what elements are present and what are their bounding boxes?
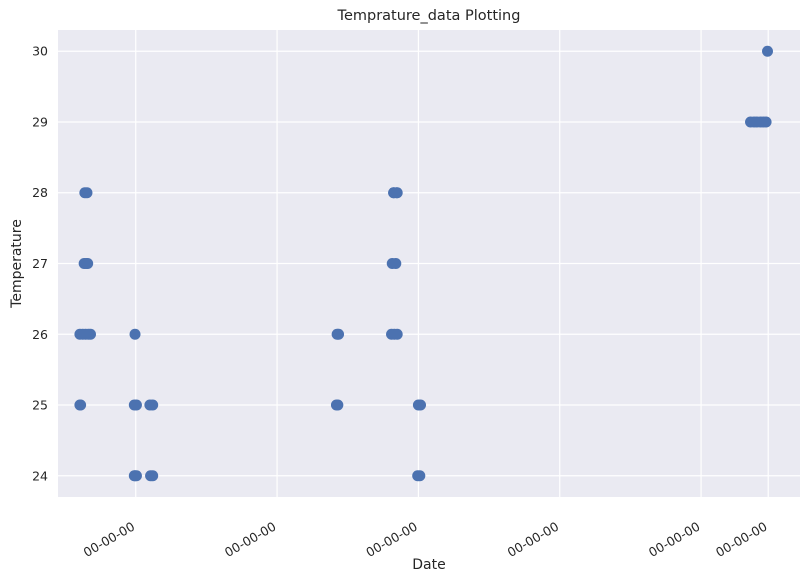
- x-tick-label: 00-00-00: [646, 519, 703, 560]
- y-tick-label: 25: [32, 398, 48, 413]
- y-tick-label: 29: [32, 114, 48, 129]
- x-tick-label: 00-00-00: [713, 519, 770, 560]
- y-tick-label: 26: [32, 327, 48, 342]
- data-point: [332, 399, 344, 411]
- x-tick-label: 00-00-00: [222, 519, 279, 560]
- y-axis-ticks: 24 25 26 27 28 29 30: [32, 44, 48, 484]
- data-point: [761, 45, 773, 57]
- chart-title: Temprature_data Plotting: [337, 8, 521, 24]
- data-point: [414, 470, 426, 482]
- x-tick-label: 00-00-00: [81, 519, 138, 560]
- data-point: [147, 399, 159, 411]
- data-point: [130, 399, 142, 411]
- data-point: [391, 328, 403, 340]
- data-point: [390, 187, 402, 199]
- x-tick-label: 00-00-00: [363, 519, 420, 560]
- x-axis-ticks: 00-00-00 00-00-00 00-00-00 00-00-00 00-00-00…: [81, 519, 770, 560]
- data-point: [760, 116, 772, 128]
- data-point: [81, 187, 93, 199]
- y-tick-label: 24: [32, 468, 48, 483]
- y-tick-label: 27: [32, 256, 48, 271]
- data-point: [147, 470, 159, 482]
- data-point: [130, 470, 142, 482]
- y-tick-label: 30: [32, 44, 48, 59]
- data-point: [129, 328, 141, 340]
- data-point: [415, 399, 427, 411]
- x-tick-label: 00-00-00: [505, 519, 562, 560]
- data-point: [85, 328, 97, 340]
- data-point: [75, 399, 87, 411]
- scatter-points: [74, 45, 773, 482]
- data-point: [82, 258, 94, 269]
- y-axis-label: Temperature: [9, 219, 25, 309]
- y-tick-label: 28: [32, 185, 48, 200]
- grid: [58, 30, 800, 497]
- x-axis-label: Date: [412, 557, 445, 573]
- data-point: [390, 258, 402, 269]
- data-point: [333, 328, 345, 340]
